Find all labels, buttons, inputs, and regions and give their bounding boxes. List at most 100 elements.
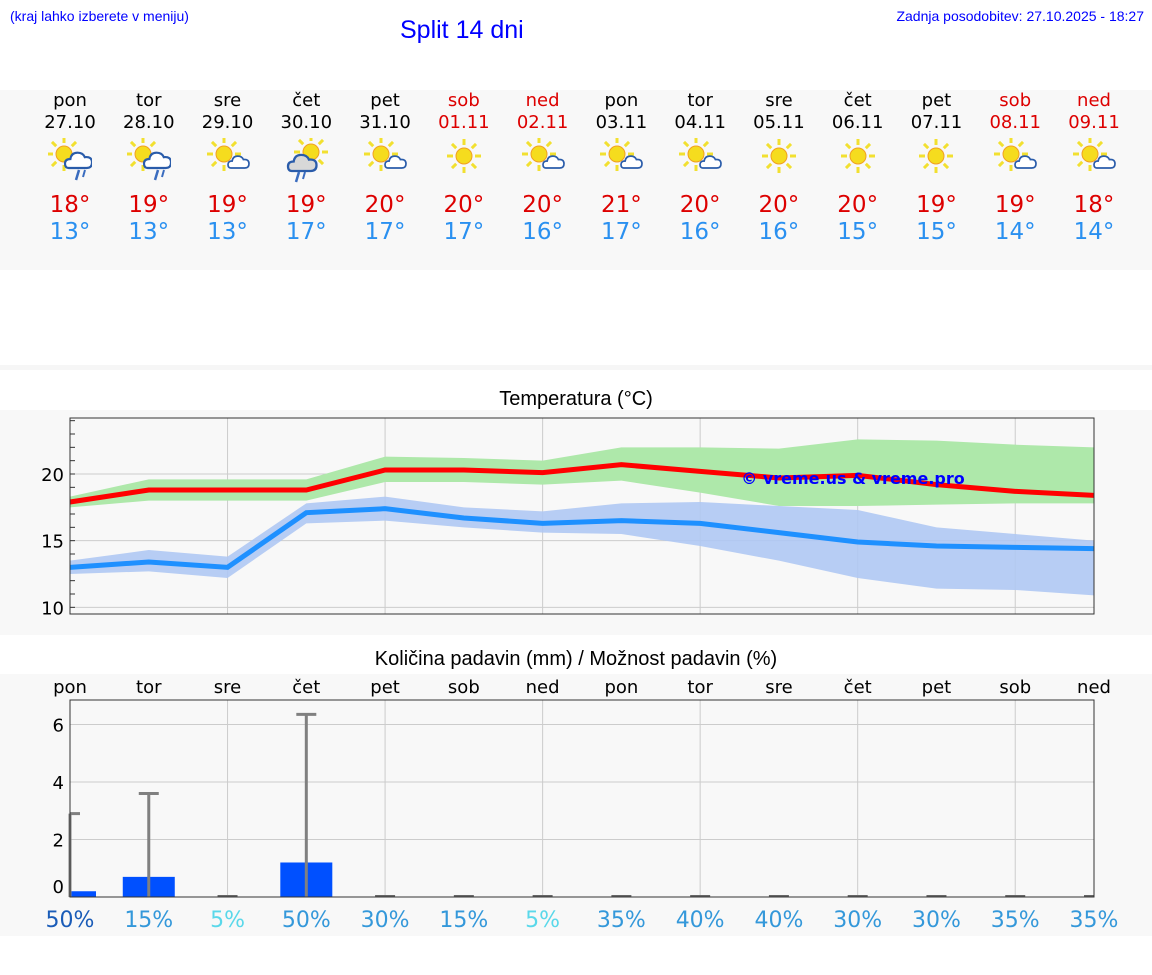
day-name: sre <box>765 90 793 111</box>
last-updated: Zadnja posodobitev: 27.10.2025 - 18:27 <box>896 8 1144 24</box>
precip-probability: 15% <box>439 908 488 933</box>
precip-chart-title: Količina padavin (mm) / Možnost padavin … <box>374 648 778 670</box>
precip-probability: 5% <box>525 908 560 933</box>
precip-probability: 50% <box>46 908 95 933</box>
precip-probability: 35% <box>991 908 1040 933</box>
location-hint: (kraj lahko izberete v meniju) <box>10 8 189 24</box>
y-tick-label: 4 <box>53 773 64 794</box>
precip-probability: 15% <box>124 908 173 933</box>
sun-small-cloud-icon <box>363 137 407 188</box>
x-day-label: čet <box>292 677 320 698</box>
y-tick-label: 0 <box>53 877 64 898</box>
precip-probability: 30% <box>833 908 882 933</box>
y-tick-label: 2 <box>53 830 64 851</box>
max-temp-line <box>69 462 1095 505</box>
chart-background <box>0 674 1152 936</box>
max-temp: 21° <box>600 192 642 218</box>
min-temp: 16° <box>758 219 800 245</box>
min-temp: 17° <box>600 219 642 245</box>
day-name: tor <box>687 90 713 111</box>
min-temp: 15° <box>837 219 879 245</box>
day-column: čet 06.11 20° 15° <box>818 90 898 246</box>
forecast-strip <box>0 90 1152 270</box>
x-day-label: sre <box>214 677 241 698</box>
min-range-band <box>70 496 1094 596</box>
day-column: sob 08.11 19° 14° <box>975 90 1055 246</box>
x-day-label: tor <box>136 677 162 698</box>
max-temp: 19° <box>285 192 327 218</box>
x-day-label: ned <box>1077 677 1111 698</box>
day-name: ned <box>525 90 560 111</box>
max-range-band <box>70 439 1094 508</box>
precip-probability: 5% <box>210 908 245 933</box>
min-temp: 17° <box>443 219 485 245</box>
min-temp: 14° <box>1073 219 1115 245</box>
sun-icon <box>442 138 486 188</box>
x-day-label: čet <box>844 677 872 698</box>
sun-small-cloud-icon <box>599 137 644 188</box>
min-temp: 15° <box>916 219 957 245</box>
min-temp: 17° <box>364 219 406 245</box>
sun-small-cloud-icon <box>206 137 250 188</box>
x-day-label: sob <box>999 677 1031 698</box>
sun-cloud-rain-icon <box>47 137 94 188</box>
day-date: 09.11 <box>1068 112 1120 133</box>
grey-cloud-rain-sun-icon <box>284 135 329 188</box>
day-column: pon 03.11 21° 17° <box>581 90 661 246</box>
x-day-label: pon <box>53 677 87 698</box>
day-column: tor 04.11 20° 16° <box>660 90 740 246</box>
sun-small-cloud-icon <box>521 137 565 188</box>
day-column: čet 30.10 19° 17° <box>266 90 346 246</box>
x-day-label: sob <box>448 677 480 698</box>
day-column: pet 31.10 20° 17° <box>345 90 425 246</box>
day-date: 27.10 <box>44 112 96 133</box>
day-column: tor 28.10 19° 13° <box>109 90 189 246</box>
precip-probability: 40% <box>754 908 803 933</box>
max-temp: 20° <box>443 192 485 218</box>
day-column: sre 05.11 20° 16° <box>739 90 819 246</box>
day-column: pon 27.10 18° 13° <box>30 90 110 246</box>
min-temp: 17° <box>285 219 327 245</box>
max-temp: 19° <box>207 192 248 218</box>
day-date: 05.11 <box>753 112 805 133</box>
x-day-label: pon <box>604 677 638 698</box>
x-day-label: sre <box>765 677 792 698</box>
x-day-label: tor <box>687 677 713 698</box>
day-date: 07.11 <box>910 112 963 133</box>
day-date: 02.11 <box>516 112 569 133</box>
y-tick-label: 6 <box>53 715 64 736</box>
min-temp: 16° <box>522 219 563 245</box>
day-name: tor <box>136 90 162 111</box>
max-temp: 18° <box>1073 192 1115 218</box>
day-name: sob <box>447 90 480 111</box>
x-day-label: ned <box>526 677 560 698</box>
day-name: sob <box>999 90 1032 111</box>
max-temp: 19° <box>994 192 1036 218</box>
y-tick-label: 15 <box>41 532 64 553</box>
precip-probability: 35% <box>597 908 646 933</box>
max-temp: 20° <box>522 192 563 218</box>
min-temp: 14° <box>994 219 1036 245</box>
sun-small-cloud-icon <box>1072 137 1116 188</box>
plot-frame <box>69 417 1095 615</box>
day-name: sre <box>213 90 242 111</box>
day-column: sre 29.10 19° 13° <box>188 90 268 246</box>
sun-small-cloud-icon <box>678 137 722 188</box>
max-temp: 20° <box>837 192 879 218</box>
y-tick-label: 20 <box>41 465 64 486</box>
divider <box>0 365 1152 370</box>
min-temp-line <box>69 506 1095 570</box>
day-date: 08.11 <box>989 112 1041 133</box>
max-temp: 20° <box>364 192 406 218</box>
sun-icon <box>914 138 958 188</box>
precip-probability: 40% <box>676 908 725 933</box>
day-name: ned <box>1077 90 1111 111</box>
day-date: 31.10 <box>359 112 411 133</box>
sun-icon <box>757 138 801 188</box>
plot-frame <box>69 699 1095 898</box>
max-temp: 19° <box>128 192 170 218</box>
precip-probability: 30% <box>361 908 410 933</box>
day-date: 03.11 <box>595 112 648 133</box>
max-temp: 18° <box>49 192 91 218</box>
precipitation-chart: pon tor sre čet pet sob ned pon tor sre čet pet sob n… <box>0 674 1152 936</box>
